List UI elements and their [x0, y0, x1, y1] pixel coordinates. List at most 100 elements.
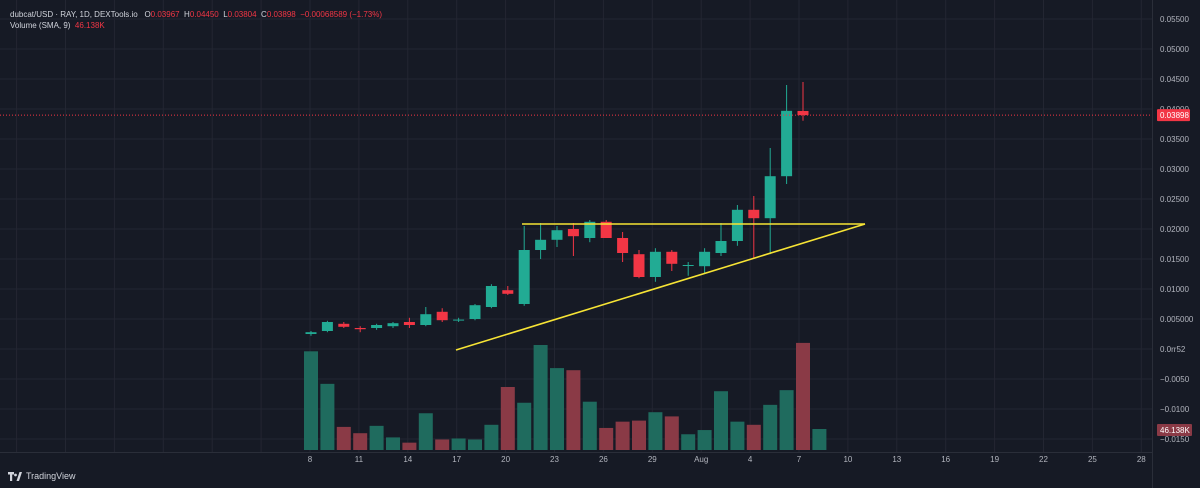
candle-body — [567, 229, 579, 237]
volume-bar — [304, 351, 318, 450]
volume-bar — [796, 342, 810, 450]
x-tick-label: 7 — [797, 455, 802, 464]
volume-bars — [304, 342, 827, 450]
candle-body — [403, 322, 415, 325]
x-tick-label: 20 — [501, 455, 510, 464]
volume-bar — [697, 430, 712, 450]
y-tick-label: −0.0050 — [1160, 375, 1190, 384]
candlesticks — [305, 82, 809, 336]
volume-bar — [714, 391, 728, 450]
volume-bar — [320, 383, 335, 450]
volume-bar — [402, 442, 417, 450]
x-tick-label: Aug — [694, 455, 708, 464]
volume-badge-label: 46.138K — [1160, 426, 1190, 435]
x-tick-label: 19 — [990, 455, 999, 464]
x-tick-label: 11 — [355, 455, 364, 464]
symbol-title: dubcat/USD · RAY, 1D, DEXTools.io — [10, 10, 138, 19]
volume-bar — [632, 420, 646, 450]
x-tick-label: 28 — [1137, 455, 1146, 464]
candle-body — [699, 251, 711, 267]
x-tick-label: 25 — [1088, 455, 1097, 464]
volume-legend: Volume (SMA, 9) 46.138K — [10, 21, 105, 30]
candle-body — [485, 286, 497, 307]
chart-grid — [0, 0, 1153, 488]
x-tick-label: 17 — [452, 455, 461, 464]
candle-body — [338, 323, 350, 327]
volume-bar — [386, 437, 400, 450]
brand-name: TradingView — [26, 471, 76, 481]
trendline-drawings — [0, 114, 1152, 351]
volume-bar — [484, 424, 499, 450]
volume-badge — [1157, 424, 1192, 436]
x-tick-label: 13 — [892, 455, 901, 464]
volume-bar — [664, 416, 679, 450]
candle-body — [764, 176, 776, 219]
y-tick-label: 0.05000 — [1160, 45, 1189, 54]
volume-label: Volume (SMA, 9) — [10, 21, 71, 30]
time-axis: 8 11 14 17 20 23 26 29 Aug 4 7 10 13 16 19 22 25 28 — [308, 455, 1147, 464]
volume-bar — [353, 433, 368, 450]
volume-bar — [763, 404, 778, 450]
candle-body — [584, 221, 596, 238]
y-tick-label: 0.01000 — [1160, 285, 1189, 294]
x-tick-label: 23 — [550, 455, 559, 464]
candle-body — [633, 254, 645, 277]
y-tick-label: 0.02000 — [1160, 225, 1189, 234]
volume-bar — [435, 439, 450, 450]
x-tick-label: 26 — [599, 455, 608, 464]
price-axis: 0.055000.050000.045000.040000.035000.030… — [1157, 15, 1194, 444]
y-tick-label: −0.0100 — [1160, 405, 1190, 414]
volume-bar — [517, 402, 532, 450]
x-tick-label: 10 — [843, 455, 852, 464]
y-tick-label: 0.0rr52 — [1160, 345, 1186, 354]
last-price-label: 0.03898 — [1160, 111, 1189, 120]
candle-body — [305, 332, 317, 334]
x-tick-label: 22 — [1039, 455, 1048, 464]
volume-bar — [730, 421, 745, 450]
open-value: 0.03967 — [150, 10, 180, 19]
volume-bar — [550, 368, 564, 450]
candle-body — [436, 311, 448, 321]
candle-body — [748, 209, 760, 219]
x-tick-label: 29 — [648, 455, 657, 464]
candle-body — [453, 319, 465, 321]
x-tick-label: 8 — [308, 455, 313, 464]
high-value: 0.04450 — [189, 10, 219, 19]
low-value: 0.03804 — [227, 10, 257, 19]
change-value: −0.00068589 (−1.73%) — [300, 10, 383, 19]
y-tick-label: 0.02500 — [1160, 195, 1189, 204]
candle-body — [371, 325, 383, 328]
tradingview-logo-icon — [8, 471, 22, 481]
y-tick-label: −0.0150 — [1160, 435, 1190, 444]
candle-body — [502, 290, 514, 294]
x-tick-label: 14 — [403, 455, 412, 464]
volume-bar — [779, 390, 794, 450]
volume-bar — [582, 401, 597, 450]
y-tick-label: 0.05500 — [1160, 15, 1189, 24]
candle-body — [649, 251, 661, 277]
candle-body — [387, 323, 399, 327]
close-label: C — [261, 10, 267, 19]
candle-body — [321, 322, 333, 331]
tradingview-brand[interactable]: TradingView — [8, 471, 76, 481]
volume-bar — [468, 439, 482, 450]
ohlc-legend: dubcat/USD · RAY, 1D, DEXTools.io O0.039… — [10, 10, 382, 19]
x-tick-label: 16 — [941, 455, 950, 464]
candle-body — [797, 110, 809, 116]
candle-body — [731, 209, 743, 241]
y-tick-label: 0.005000 — [1160, 315, 1194, 324]
candle-body — [420, 314, 432, 325]
candle-body — [617, 238, 629, 253]
candle-body — [715, 241, 727, 253]
candle-body — [600, 221, 612, 238]
low-label: L — [223, 10, 228, 19]
candle-body — [551, 230, 563, 240]
volume-bar — [566, 370, 581, 450]
x-tick-label: 4 — [748, 455, 753, 464]
volume-bar — [615, 421, 630, 450]
high-label: H — [184, 10, 190, 19]
volume-bar — [336, 426, 351, 450]
volume-bar — [500, 387, 515, 450]
candle-body — [469, 305, 481, 319]
